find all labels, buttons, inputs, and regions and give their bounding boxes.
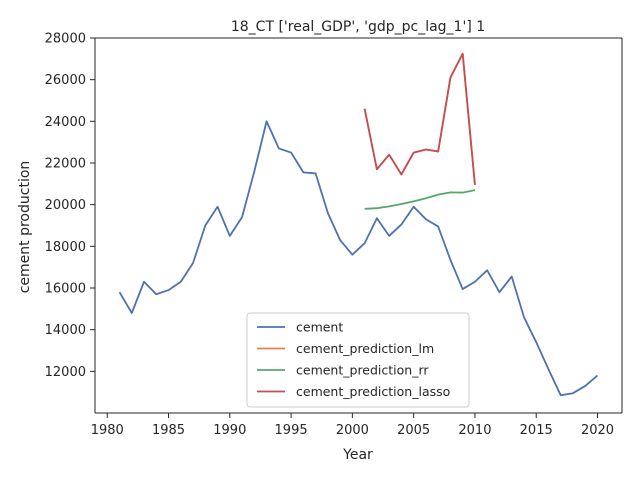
x-tick-label: 2020 (581, 423, 614, 438)
x-tick-label: 2005 (397, 423, 430, 438)
y-tick-label: 14000 (45, 323, 86, 338)
y-tick-label: 22000 (45, 157, 86, 172)
axes (94, 37, 623, 414)
y-tick-label: 28000 (45, 32, 86, 47)
x-tick-label: 1980 (91, 423, 124, 438)
x-tick-label: 2015 (520, 423, 553, 438)
legend: cement cement_prediction_lm cement_predict… (246, 312, 470, 408)
legend-label: cement_prediction_lasso (296, 384, 450, 399)
y-axis-label: cement production (17, 161, 33, 294)
y-tick-label: 26000 (45, 73, 86, 88)
series-line-cement (118, 120, 599, 397)
chart-title: 18_CT ['real_GDP', 'gdp_pc_lag_1'] 1 (231, 19, 485, 35)
x-tick-label: 1990 (213, 423, 246, 438)
y-tick-label: 18000 (45, 240, 86, 255)
x-tick-label: 1985 (152, 423, 185, 438)
x-tick-label: 1995 (275, 423, 308, 438)
ticks: 1980 1985 1990 1995 2000 2005 2010 2015 2020 1200… (45, 32, 614, 439)
x-axis-label: Year (342, 447, 373, 463)
series-line-cement-prediction-rr (364, 189, 476, 210)
series-line-cement-prediction-lasso (363, 52, 476, 185)
series-layer (118, 52, 599, 397)
y-tick-label: 20000 (45, 198, 86, 213)
legend-label: cement_prediction_lm (296, 341, 434, 356)
x-tick-label: 2000 (336, 423, 369, 438)
y-tick-label: 16000 (45, 282, 86, 297)
legend-box (246, 312, 470, 408)
y-tick-label: 24000 (45, 115, 86, 130)
y-tick-label: 12000 (45, 365, 86, 380)
x-tick-label: 2010 (458, 423, 491, 438)
legend-label: cement (296, 320, 343, 335)
legend-label: cement_prediction_rr (296, 363, 429, 378)
